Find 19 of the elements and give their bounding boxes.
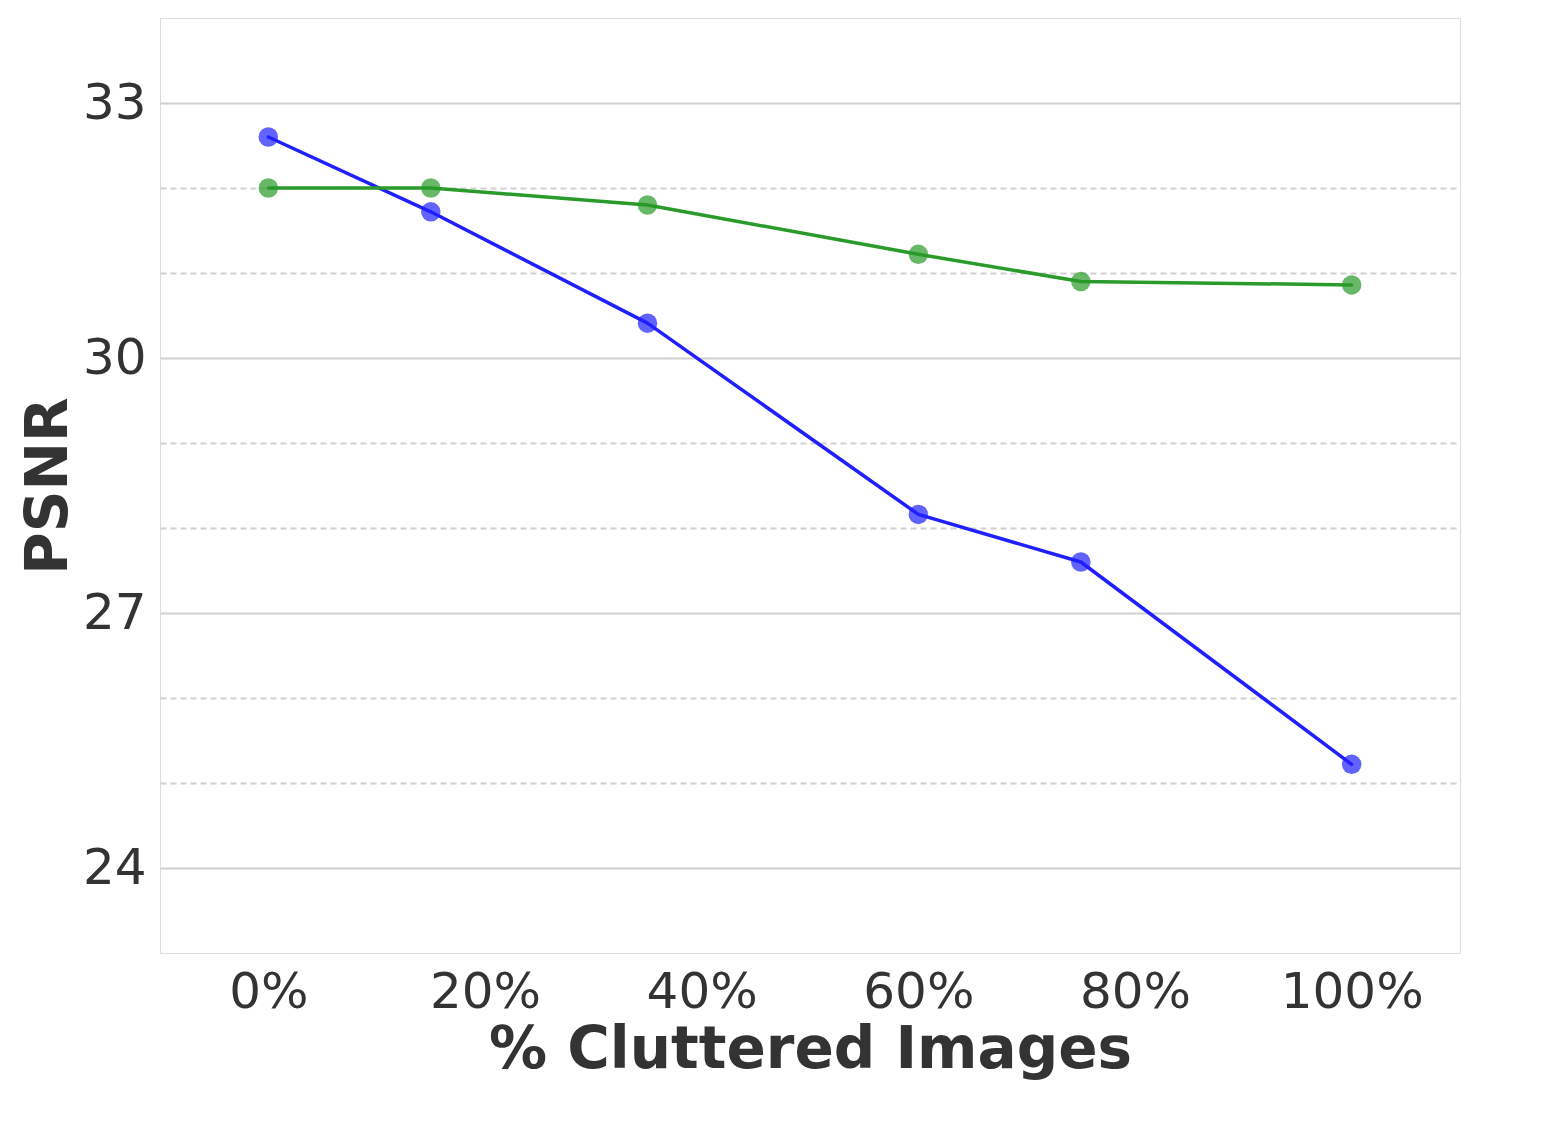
y-axis-title: PSNR	[12, 397, 81, 575]
x-tick-label: 100%	[1280, 961, 1424, 1020]
y-tick-label: 27	[82, 582, 147, 641]
point	[908, 504, 929, 525]
point	[1341, 754, 1362, 775]
point	[637, 195, 658, 215]
point	[258, 127, 279, 147]
y-tick-label: 30	[82, 327, 147, 386]
point	[908, 244, 929, 265]
x-tick-label: 0%	[229, 961, 309, 1020]
point	[421, 202, 441, 222]
y-tick-label: 33	[82, 72, 147, 131]
point	[1341, 275, 1362, 295]
point	[1071, 552, 1091, 572]
point	[421, 178, 441, 198]
y-tick-label: 24	[82, 837, 147, 896]
point	[637, 313, 658, 333]
point	[1071, 271, 1091, 292]
point	[258, 178, 279, 198]
